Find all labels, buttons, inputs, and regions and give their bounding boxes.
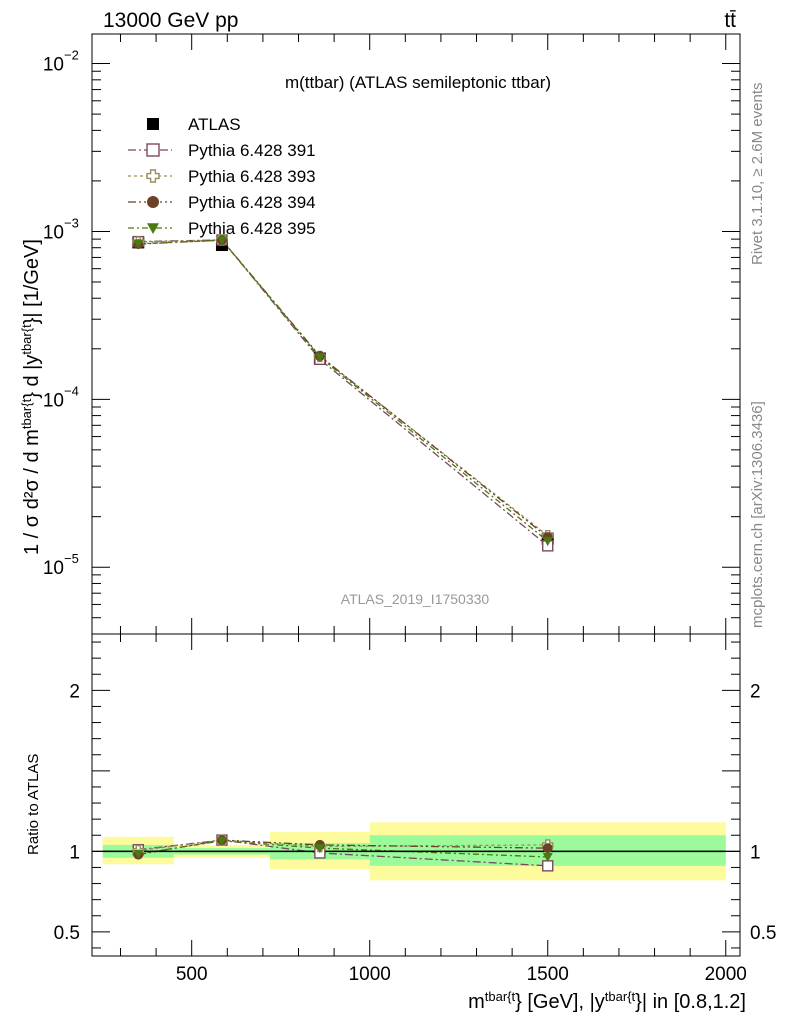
mc-point: [216, 236, 227, 246]
main-axis-ticks: 10−510−410−310−2: [43, 34, 740, 635]
legend-marker: [147, 118, 159, 130]
ratio-frame: [91, 633, 741, 957]
mc-ratio-line: [138, 840, 548, 858]
chart-title: m(ttbar) (ATLAS semileptonic ttbar): [285, 73, 551, 92]
energy-label: 13000 GeV pp: [103, 9, 238, 32]
legend-label: Pythia 6.428 395: [188, 219, 316, 238]
mc-ratio-point: [216, 836, 227, 846]
y-tick-label: 10: [43, 55, 64, 76]
mc-line: [138, 239, 549, 538]
mc-ratio-point: [542, 843, 553, 854]
x-tick-label: 1500: [527, 964, 569, 985]
mc-point: [542, 537, 553, 547]
mc-ratio-line: [138, 839, 548, 852]
y-tick-exponent: −2: [64, 48, 79, 63]
legend-marker: [146, 143, 160, 157]
mc-ratio-line: [138, 839, 548, 867]
mc-point: [314, 353, 325, 363]
mc-ratio-point: [542, 852, 553, 862]
y-tick-label: 10: [43, 222, 64, 243]
y-tick-label-right: 0.5: [750, 923, 776, 944]
mcplots-label: mcplots.cern.ch [arXiv:1306.3436]: [749, 401, 766, 628]
legend-label: ATLAS: [188, 115, 241, 134]
ratio-lines: [138, 839, 548, 867]
y-tick-label: 0.5: [54, 923, 80, 944]
mc-lines: [138, 239, 549, 547]
mc-line: [138, 239, 549, 547]
markers: [132, 234, 554, 552]
legend-label: Pythia 6.428 394: [188, 193, 316, 212]
x-tick-label: 1000: [349, 964, 391, 985]
y-tick-label-right: 2: [750, 681, 761, 702]
y-tick-label: 2: [69, 681, 80, 702]
main-panel: 10−510−410−310−2 m(ttbar) (ATLAS semilep…: [43, 33, 741, 635]
x-tick-label: 500: [176, 964, 208, 985]
mc-line: [138, 239, 549, 542]
process-label: tt̄: [724, 9, 736, 32]
legend-marker: [146, 169, 160, 183]
y-tick-label-right: 1: [750, 842, 761, 863]
y-tick-exponent: −3: [64, 215, 79, 230]
ratio-markers: [102, 834, 726, 872]
x-axis-label: mtbar{t} [GeV], |ytbar{t}| in [0.8,1.2]: [468, 989, 746, 1014]
legend: ATLAS Pythia 6.428 391 Pythia 6.428 393 Pyt…: [128, 115, 316, 238]
mc-ratio-point: [542, 860, 554, 872]
y-tick-label: 10: [43, 390, 64, 411]
legend-label: Pythia 6.428 393: [188, 167, 316, 186]
mc-ratio-point: [314, 844, 325, 854]
y-tick-label: 1: [69, 842, 80, 863]
y-tick-label: 10: [43, 558, 64, 579]
legend-marker: [147, 223, 159, 234]
rivet-label: Rivet 3.1.10, ≥ 2.6M events: [749, 83, 766, 266]
legend-label: Pythia 6.428 391: [188, 141, 316, 160]
y-tick-exponent: −5: [64, 551, 79, 566]
mc-point: [133, 239, 144, 249]
y-axis-label-ratio: Ratio to ATLAS: [25, 754, 42, 855]
mc-ratio-point: [133, 849, 144, 859]
x-tick-label: 2000: [705, 964, 747, 985]
legend-marker: [147, 196, 159, 208]
analysis-watermark: ATLAS_2019_I1750330: [341, 591, 490, 607]
y-axis-label-main: 1 / σ d²σ / d mtbar{t} d |ytbar{t}| [1/G…: [19, 239, 44, 555]
y-tick-exponent: −4: [64, 383, 79, 398]
